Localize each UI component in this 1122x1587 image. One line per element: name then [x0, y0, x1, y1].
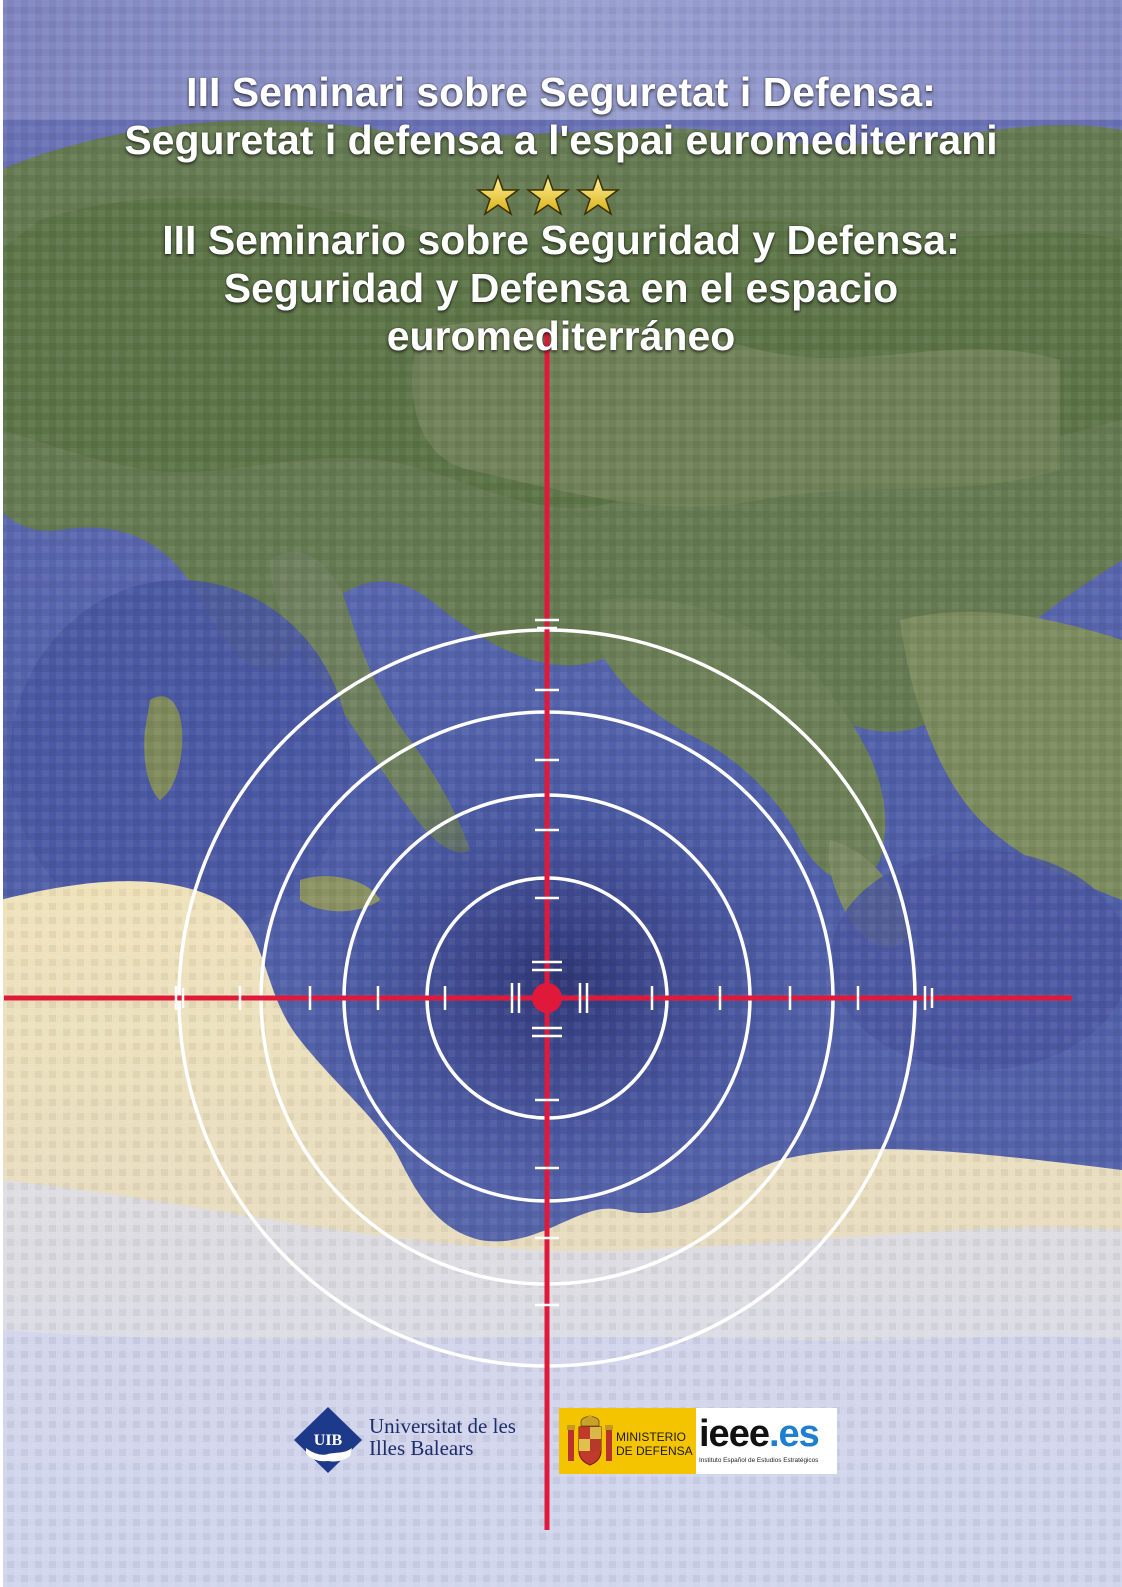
title-spanish-line-3: euromediterráneo	[386, 313, 736, 359]
uib-name: Universitat de les Illes Balears	[369, 1415, 516, 1459]
ministerio-defensa-text: MINISTERIO DE DEFENSA	[616, 1430, 693, 1458]
ministerio-defensa-logo	[559, 1408, 696, 1474]
star-icon	[475, 173, 521, 216]
title-catalan-line-2: Seguretat i defensa a l'espai euromedite…	[124, 117, 998, 163]
title-spanish-line-1: III Seminario sobre Seguridad y Defensa:	[162, 217, 960, 263]
spanish-coat-of-arms-icon	[567, 1415, 613, 1466]
ministerio-line-2: DE DEFENSA	[616, 1444, 693, 1458]
ieee-wordmark-main: ieee	[699, 1413, 770, 1455]
star-icon	[575, 173, 621, 216]
ministerio-line-1: MINISTERIO	[616, 1430, 687, 1444]
uib-emblem-icon	[294, 1407, 362, 1473]
uib-name-line-1: Universitat de les	[369, 1414, 516, 1438]
title-spanish-line-2: Seguridad y Defensa en el espacio	[223, 265, 899, 311]
crosshair-center-dot	[532, 983, 562, 1013]
crosshair-lines	[4, 330, 1072, 1530]
title-spanish: III Seminario sobre Seguridad y Defensa:…	[0, 216, 1122, 360]
ieee-wordmark-suffix: .es	[768, 1413, 820, 1455]
uib-logo: UIB	[294, 1407, 362, 1473]
three-gold-stars-icon	[475, 173, 621, 216]
title-catalan: III Seminari sobre Seguretat i Defensa: …	[0, 68, 1122, 164]
title-catalan-line-1: III Seminari sobre Seguretat i Defensa:	[186, 69, 936, 115]
crosshair-ticks	[174, 618, 934, 1307]
ieee-subtitle: Instituto Español de Estudios Estratégic…	[699, 1457, 819, 1464]
ieee-wordmark: ieee.es	[699, 1413, 820, 1455]
star-icon	[525, 173, 571, 216]
uib-name-line-2: Illes Balears	[369, 1436, 474, 1460]
uib-emblem-text: UIB	[314, 1432, 343, 1449]
ieee-logo	[696, 1408, 837, 1474]
